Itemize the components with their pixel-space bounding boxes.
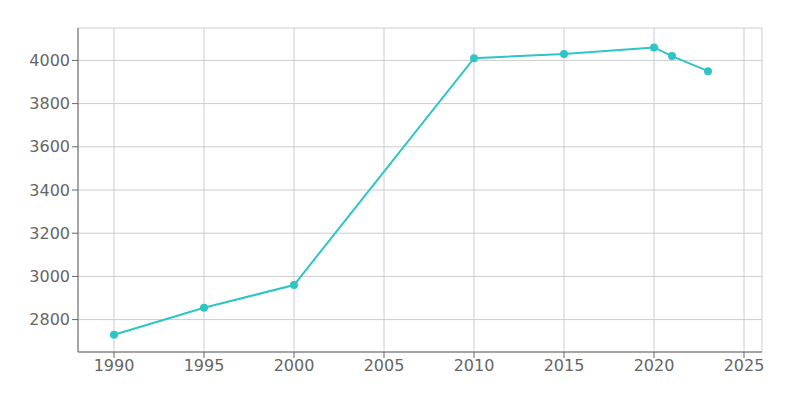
svg-text:1990: 1990: [94, 356, 135, 375]
svg-text:4000: 4000: [29, 51, 70, 70]
svg-text:1995: 1995: [184, 356, 225, 375]
svg-text:2005: 2005: [364, 356, 405, 375]
svg-text:2000: 2000: [274, 356, 315, 375]
svg-text:2010: 2010: [454, 356, 495, 375]
svg-text:3000: 3000: [29, 267, 70, 286]
svg-text:2020: 2020: [634, 356, 675, 375]
svg-text:2015: 2015: [544, 356, 585, 375]
svg-text:2025: 2025: [724, 356, 765, 375]
svg-text:3800: 3800: [29, 94, 70, 113]
svg-text:3600: 3600: [29, 137, 70, 156]
svg-text:3400: 3400: [29, 181, 70, 200]
svg-text:3200: 3200: [29, 224, 70, 243]
svg-text:2800: 2800: [29, 310, 70, 329]
